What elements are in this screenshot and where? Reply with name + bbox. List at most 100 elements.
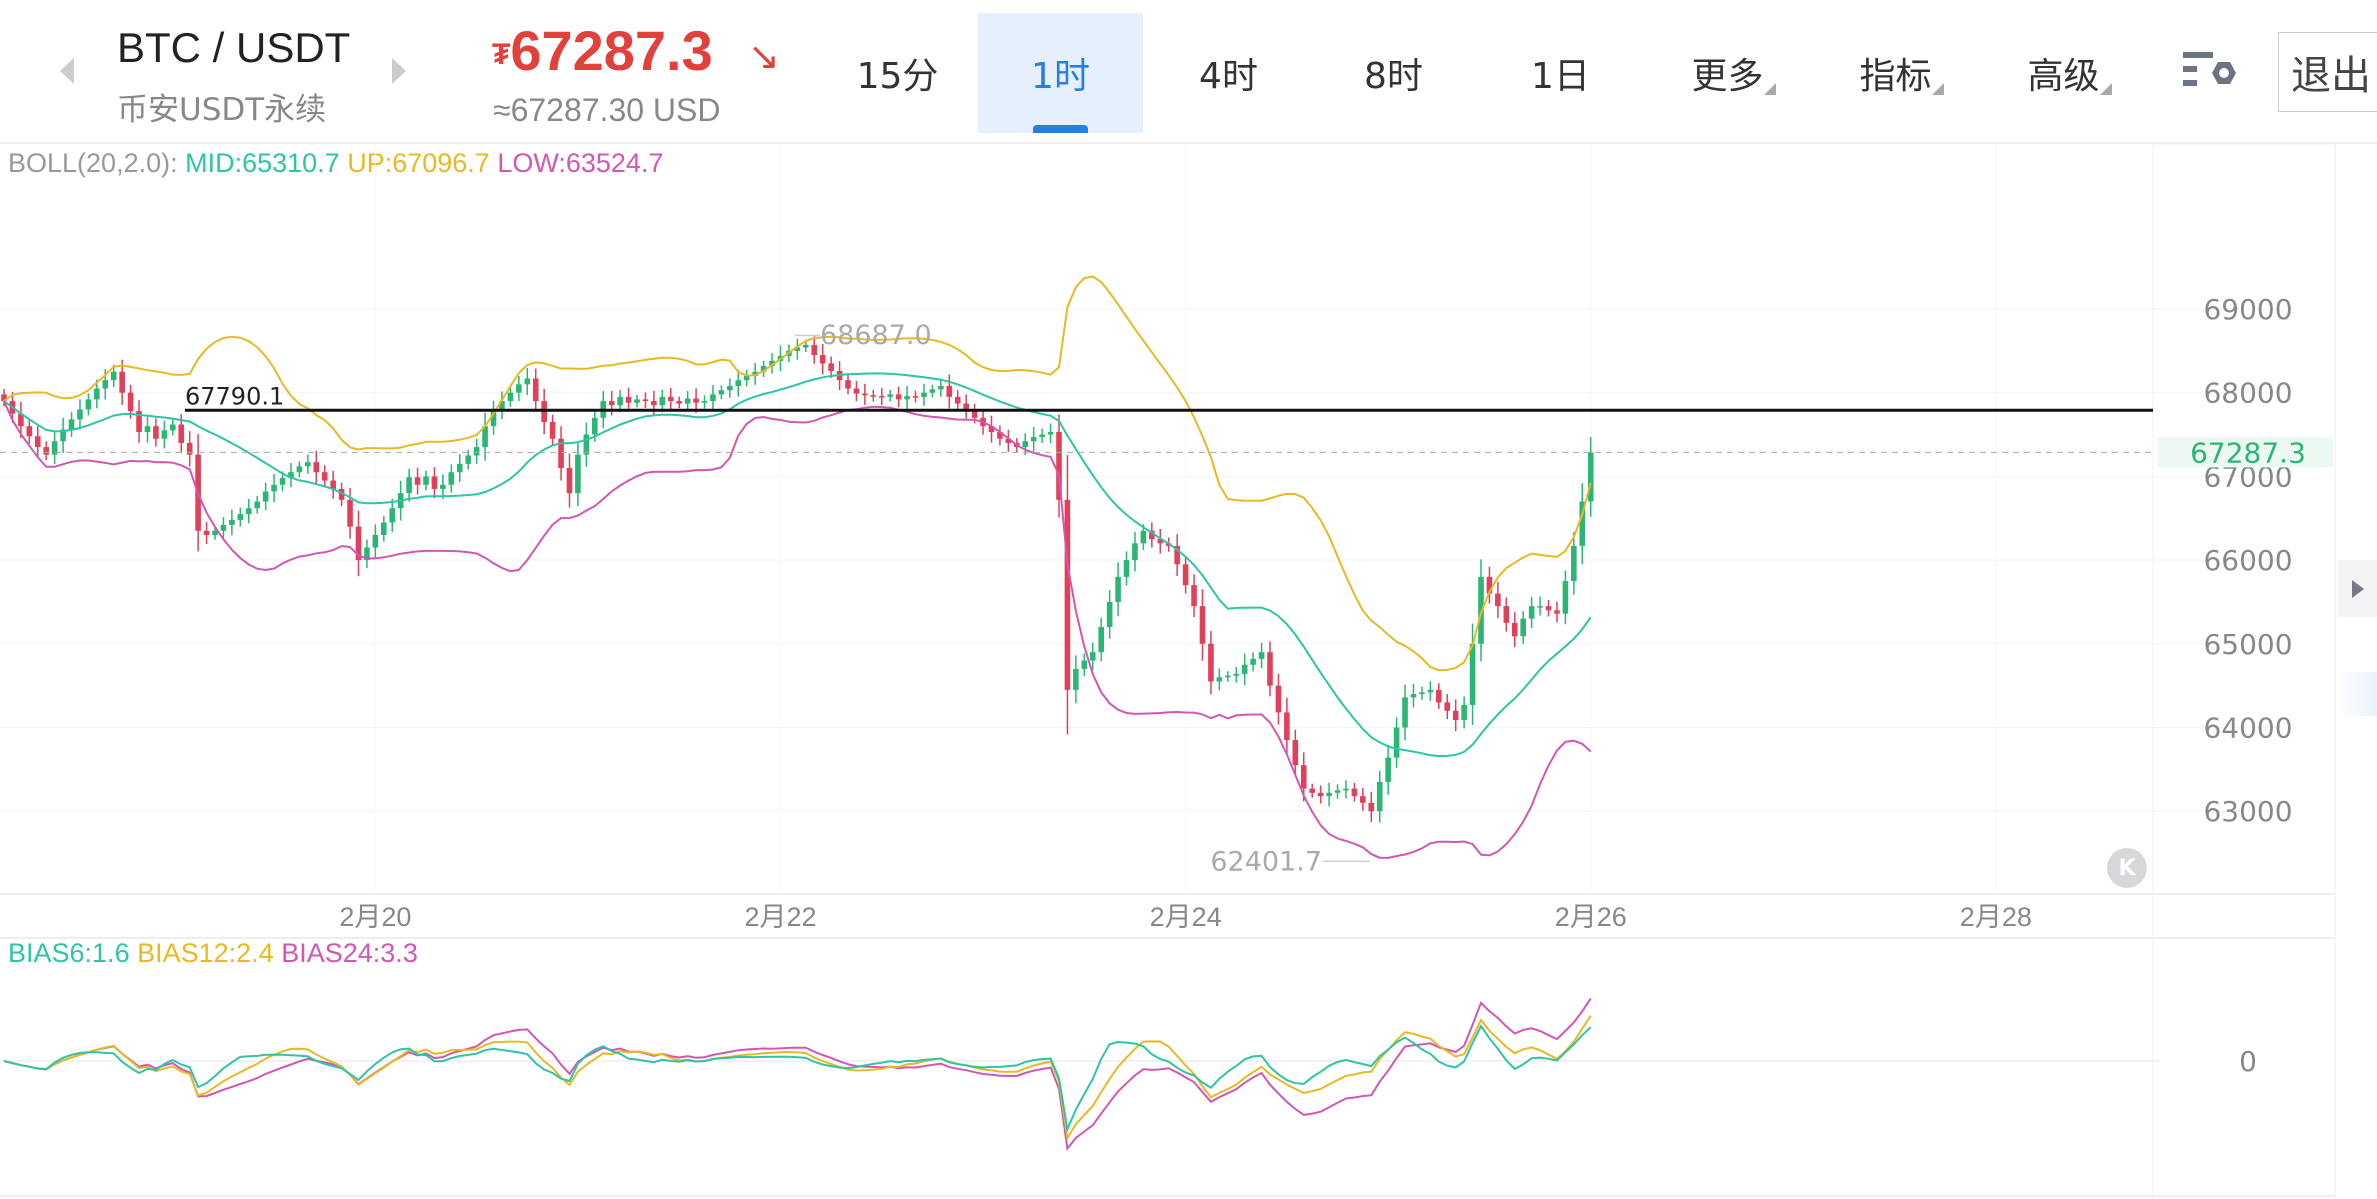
candle-body: [963, 403, 969, 410]
candle-body: [1579, 501, 1586, 546]
candle-body: [532, 378, 539, 402]
bias12-line: [3, 1015, 1592, 1141]
candle-body: [1, 394, 7, 402]
candle-body: [583, 434, 590, 455]
candle-body: [186, 442, 193, 455]
candle-body: [1191, 585, 1197, 607]
candle-body: [718, 390, 725, 395]
candle-body: [954, 396, 961, 404]
chart-settings-icon[interactable]: [2183, 50, 2238, 95]
candle-body: [1419, 692, 1425, 695]
candle-body: [102, 380, 109, 389]
candle-body: [1081, 660, 1088, 669]
candle-body: [110, 371, 117, 381]
candle-body: [1503, 606, 1510, 623]
y-tick-label: 65000: [2203, 628, 2292, 661]
prev-symbol-arrow-icon[interactable]: [60, 58, 74, 84]
boll-mid-line: [3, 372, 1592, 758]
tab-6[interactable]: 指标: [1813, 13, 1978, 133]
candle-body: [1368, 802, 1375, 812]
candle-body: [119, 371, 125, 393]
horizontal-line-label: 67790.1: [185, 382, 284, 410]
candle-body: [1537, 606, 1543, 608]
next-symbol-arrow-icon[interactable]: [392, 58, 406, 84]
candle-body: [1351, 788, 1358, 797]
candle-body: [1106, 601, 1113, 628]
candle-body: [1385, 757, 1391, 782]
candle-body: [1267, 652, 1273, 686]
candle-body: [1216, 677, 1223, 682]
candle-body: [1208, 643, 1214, 682]
candle-body: [904, 396, 910, 400]
candle-body: [127, 392, 134, 412]
usd-price: ≈67287.30 USD: [493, 92, 721, 128]
boll-legend: BOLL(20,2.0): MID:65310.7 UP:67096.7 LOW…: [8, 148, 663, 179]
candle-body: [144, 426, 151, 433]
candle-body: [482, 426, 488, 448]
tab-4[interactable]: 1日: [1478, 13, 1643, 133]
tab-1[interactable]: 1时: [978, 13, 1143, 133]
candle-body: [1140, 530, 1147, 544]
candle-body: [85, 399, 92, 410]
candle-body: [887, 394, 893, 397]
candle-body: [330, 480, 336, 489]
candle-body: [1250, 658, 1256, 665]
tab-label: 15分: [856, 56, 939, 97]
trend-down-icon: ↘: [748, 34, 780, 78]
x-tick-label: 2月22: [744, 902, 816, 932]
exchange-label: 币安USDT永续: [117, 92, 327, 128]
candle-body: [1284, 712, 1290, 741]
tab-label: 1日: [1531, 56, 1590, 97]
candle-body: [651, 401, 657, 406]
expand-panel-button[interactable]: [2338, 560, 2377, 617]
jump-to-latest-button[interactable]: K: [2107, 848, 2147, 888]
x-tick-label: 2月24: [1150, 902, 1222, 932]
candle-body: [279, 478, 286, 485]
exit-button[interactable]: 退出: [2278, 32, 2377, 112]
candle-body: [1444, 702, 1451, 711]
y-tick-label: 63000: [2203, 795, 2292, 828]
y-tick-label: 68000: [2203, 377, 2292, 410]
tab-3[interactable]: 8时: [1311, 13, 1476, 133]
tab-0[interactable]: 15分: [815, 13, 980, 133]
bias-zero-label: 0: [2239, 1045, 2257, 1078]
candle-body: [1452, 710, 1459, 720]
dropdown-corner-icon: [1932, 83, 1944, 95]
candle-body: [305, 462, 311, 467]
candle-body: [997, 432, 1003, 439]
tether-icon: ₮: [492, 38, 511, 72]
tab-2[interactable]: 4时: [1146, 13, 1311, 133]
candle-body: [971, 409, 978, 418]
candle-body: [1562, 581, 1569, 614]
candle-body: [828, 363, 834, 371]
candle-body: [1174, 545, 1180, 565]
candle-body: [642, 399, 649, 402]
boll-upper-line: [3, 275, 1592, 672]
candle-body: [26, 426, 33, 437]
candle-body: [684, 398, 691, 404]
tab-5[interactable]: 更多: [1645, 13, 1810, 133]
y-tick-label: 66000: [2203, 544, 2292, 577]
symbol-title[interactable]: BTC / USDT: [117, 24, 351, 71]
x-tick-label: 2月20: [339, 902, 411, 932]
candle-body: [853, 388, 860, 394]
candle-body: [60, 429, 66, 442]
current-price-badge: [2157, 437, 2333, 468]
candle-body: [18, 413, 24, 427]
candle-body: [811, 344, 818, 356]
candle-body: [1098, 627, 1104, 653]
candle-body: [1073, 668, 1079, 690]
candle-body: [406, 477, 412, 494]
candle-body: [921, 392, 927, 397]
play-right-icon: [2351, 579, 2364, 598]
tab-7[interactable]: 高级: [1981, 13, 2146, 133]
tab-label: 8时: [1364, 56, 1423, 97]
candle-body: [912, 396, 919, 398]
boll-lower-line: [3, 400, 1592, 859]
candle-body: [43, 447, 49, 455]
candle-body: [414, 477, 421, 485]
header-divider: [0, 142, 2377, 144]
candle-body: [617, 396, 623, 406]
candle-body: [1064, 499, 1071, 690]
